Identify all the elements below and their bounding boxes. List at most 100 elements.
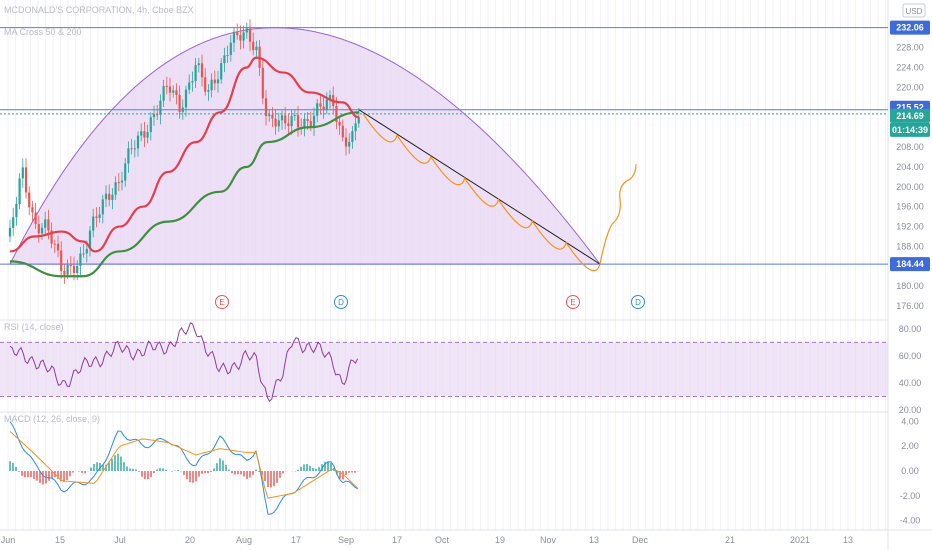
candle-body: [40, 227, 44, 234]
candle-body: [322, 106, 325, 110]
time-axis-ticks: Jun 15 Jul 20 Aug 17 Sep 17 Oct 19 Nov 13 Dec 21 2021 1…: [1, 535, 853, 545]
price-tag: [890, 122, 930, 137]
candle-body: [146, 132, 149, 138]
candle-body: [53, 243, 56, 245]
candle-body: [82, 253, 85, 255]
macd-tick-label: -2.00: [900, 491, 921, 501]
candle-body: [178, 94, 181, 113]
macd-tick-label: 2.00: [901, 441, 919, 451]
candle-body: [111, 194, 114, 200]
time-tick-label: Aug: [236, 535, 252, 545]
candle-body: [248, 28, 252, 42]
price-tick-label: 220.00: [896, 82, 924, 92]
candle-body: [60, 250, 63, 271]
candle-body: [184, 89, 188, 108]
ma-legend[interactable]: MA Cross 50 & 200: [4, 27, 82, 37]
candle-body: [69, 264, 72, 266]
candle-body: [328, 95, 332, 100]
candle-body: [229, 42, 232, 55]
candle-body: [18, 178, 21, 204]
rsi-legend[interactable]: RSI (14, close): [4, 322, 64, 332]
rsi-tick-label: 40.00: [899, 378, 922, 388]
candle-body: [242, 32, 245, 41]
candle-body: [348, 141, 351, 147]
candle-body: [108, 193, 111, 200]
price-axis-ticks: 228.00224.00220.00212.00208.00204.00200.…: [896, 43, 924, 311]
candle-body: [143, 131, 146, 138]
rsi-line: [9, 322, 359, 403]
event-marker[interactable]: [566, 295, 580, 309]
candle-body: [76, 265, 79, 274]
candle-body: [66, 264, 69, 275]
candle-body: [15, 203, 18, 218]
candle-body: [133, 148, 136, 150]
event-marker-label: E: [219, 298, 224, 307]
price-tick-label: 228.00: [896, 43, 924, 53]
candle-body: [156, 114, 159, 116]
candle-body: [207, 90, 210, 92]
time-tick-label: 17: [392, 535, 402, 545]
candle-body: [44, 219, 47, 228]
price-tick-label: 204.00: [896, 162, 924, 172]
candle-body: [226, 54, 229, 56]
projection-trendline[interactable]: [358, 109, 601, 265]
currency-badge[interactable]: [902, 3, 926, 18]
macd-legend[interactable]: MACD (12, 26, close, 9): [4, 414, 100, 424]
candle-body: [200, 63, 204, 78]
candle-body: [63, 270, 66, 275]
macd-signal-line: [9, 430, 359, 499]
candle-body: [101, 199, 104, 215]
candle-body: [255, 46, 258, 51]
candle-body: [338, 121, 341, 126]
macd-line: [9, 421, 359, 515]
currency-label: USD: [906, 7, 923, 16]
time-tick-label: 13: [589, 535, 599, 545]
candle-body: [357, 117, 360, 124]
price-tick-label: 192.00: [896, 222, 924, 232]
projection-wave-path[interactable]: [362, 113, 637, 272]
event-marker[interactable]: [334, 295, 348, 309]
ma200-line: [9, 111, 360, 278]
candle-body: [220, 63, 223, 80]
candle-body: [306, 118, 309, 122]
candle-body: [351, 131, 354, 142]
time-tick-label: 21: [725, 535, 735, 545]
candle-body: [72, 265, 76, 274]
candle-body: [312, 115, 316, 127]
candle-body: [216, 79, 220, 84]
candle-body: [309, 121, 312, 127]
time-tick-label: 19: [495, 535, 505, 545]
price-tick-label: 208.00: [896, 142, 924, 152]
candle-body: [165, 85, 168, 87]
event-marker[interactable]: [215, 295, 229, 309]
candle-body: [149, 117, 152, 133]
candle-body: [341, 125, 344, 138]
symbol-legend[interactable]: MCDONALD'S CORPORATION, 4h, Cboe BZX: [4, 5, 194, 15]
event-marker[interactable]: [631, 295, 645, 309]
price-tick-label: 200.00: [896, 182, 924, 192]
candle-body: [319, 103, 322, 107]
vertical-grid: [7, 0, 886, 530]
candle-body: [296, 115, 300, 128]
time-tick-label: Jun: [1, 535, 16, 545]
candle-body: [188, 82, 191, 90]
event-marker-label: D: [635, 298, 641, 307]
candle-body: [95, 216, 98, 218]
candle-body: [194, 65, 197, 82]
candle-body: [354, 123, 357, 132]
candle-body: [140, 131, 143, 136]
rsi-band: [0, 342, 888, 397]
time-tick-label: Nov: [540, 535, 557, 545]
time-tick-label: 20: [185, 535, 195, 545]
time-tick-label: 13: [843, 535, 853, 545]
candle-body: [252, 41, 255, 51]
candle-body: [223, 55, 226, 64]
candle-body: [316, 103, 319, 116]
candle-body: [236, 31, 239, 36]
candle-body: [24, 167, 28, 193]
candle-body: [159, 100, 162, 115]
time-tick-label: Sep: [338, 535, 354, 545]
price-tag: [890, 257, 930, 272]
